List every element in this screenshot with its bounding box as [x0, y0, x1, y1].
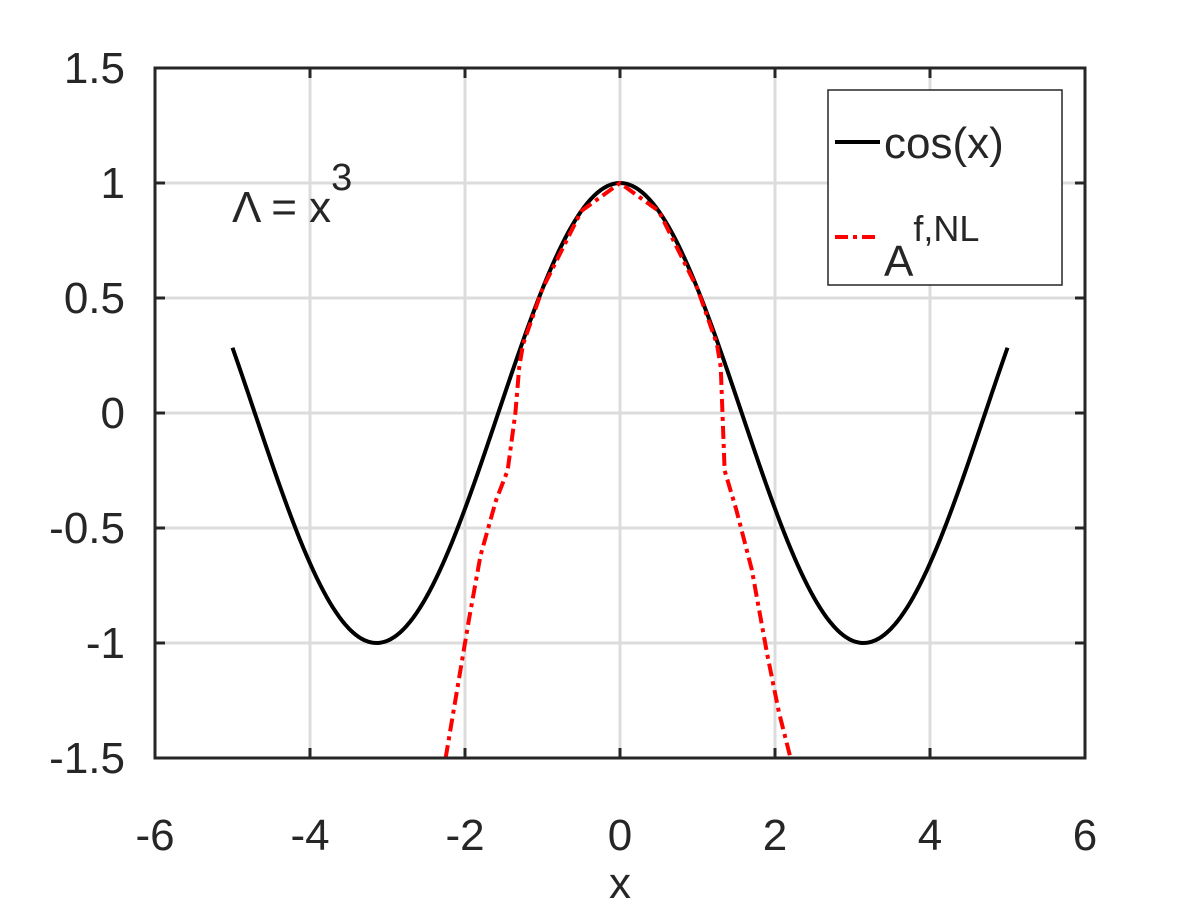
x-axis-label: x	[609, 859, 631, 900]
legend-entry-anl: Af,NL	[884, 208, 979, 286]
lambda-annotation-base: Λ = x	[232, 183, 331, 232]
legend: cos(x) Af,NL	[827, 89, 1063, 286]
y-tick-label: 0.5	[64, 274, 125, 323]
series-anl-line	[443, 181, 793, 759]
lambda-annotation: Λ = x3	[232, 157, 352, 232]
x-tick-label: -6	[135, 811, 174, 860]
legend-entry-anl-base: A	[884, 237, 914, 286]
plot-lines	[230, 181, 1010, 759]
x-tick-label: -4	[290, 811, 329, 860]
x-tick-labels: -6 -4 -2 0 2 4 6	[135, 811, 1097, 860]
legend-box	[827, 89, 1063, 286]
legend-entry-anl-superscript: f,NL	[913, 208, 979, 249]
y-tick-label: 1	[101, 159, 125, 208]
x-tick-label: 0	[608, 811, 632, 860]
x-tick-label: 6	[1073, 811, 1097, 860]
lambda-annotation-superscript: 3	[331, 157, 352, 199]
y-tick-labels: 1.5 1 0.5 0 -0.5 -1 -1.5	[49, 44, 125, 783]
x-tick-label: -2	[445, 811, 484, 860]
y-tick-label: -1	[86, 619, 125, 668]
legend-entry-cos: cos(x)	[884, 119, 1004, 168]
y-tick-label: 1.5	[64, 44, 125, 93]
x-tick-label: 4	[918, 811, 942, 860]
axis-ticks	[153, 66, 1087, 760]
x-tick-label: 2	[763, 811, 787, 860]
y-tick-label: -0.5	[49, 504, 125, 553]
y-tick-label: -1.5	[49, 734, 125, 783]
y-tick-label: 0	[101, 389, 125, 438]
